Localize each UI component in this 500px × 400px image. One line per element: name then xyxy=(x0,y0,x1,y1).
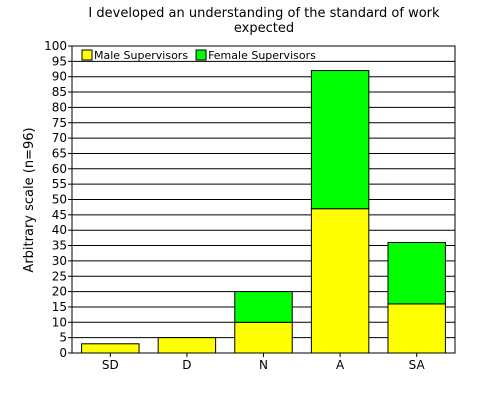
bar-segment-n xyxy=(234,321,293,354)
legend-label: Male Supervisors xyxy=(94,49,188,62)
bar-segment-a xyxy=(310,70,370,210)
legend: Male Supervisors Female Supervisors xyxy=(81,49,316,62)
grid-lines xyxy=(72,45,455,354)
y-tick-label: 10 xyxy=(52,315,67,329)
legend-swatch xyxy=(195,49,207,61)
y-tick-label: 65 xyxy=(52,146,67,160)
bar-segment-sa xyxy=(387,303,446,354)
y-tick-label: 0 xyxy=(59,346,67,360)
legend-label: Female Supervisors xyxy=(208,49,316,62)
bar-segment-sd xyxy=(81,343,140,354)
y-tick-label: 60 xyxy=(52,162,67,176)
y-tick-label: 85 xyxy=(52,85,67,99)
y-tick-label: 35 xyxy=(52,239,67,253)
x-tick-label: N xyxy=(259,358,268,372)
chart-title-line-2: expected xyxy=(234,21,294,36)
y-tick-label: 70 xyxy=(52,131,67,145)
y-tick-label: 40 xyxy=(52,223,67,237)
y-tick-label: 20 xyxy=(52,285,67,299)
y-tick-label: 100 xyxy=(44,39,67,53)
y-axis-label: Arbitrary scale (n=96) xyxy=(22,127,37,272)
y-tick-label: 30 xyxy=(52,254,67,268)
y-tick-label: 75 xyxy=(52,116,67,130)
y-tick-label: 90 xyxy=(52,70,67,84)
x-tick-label: SD xyxy=(102,358,119,372)
y-tick-label: 15 xyxy=(52,300,67,314)
bar-segment-n xyxy=(234,291,293,323)
bar-segment-sa xyxy=(387,241,446,305)
y-tick-label: 50 xyxy=(52,193,67,207)
bar-segment-d xyxy=(157,337,217,354)
chart-title-line-1: I developed an understanding of the stan… xyxy=(88,6,440,21)
legend-swatch xyxy=(81,49,93,61)
y-tick-label: 55 xyxy=(52,177,67,191)
x-tick-label: D xyxy=(182,358,191,372)
y-tick-label: 25 xyxy=(52,269,67,283)
bar-segment-a xyxy=(310,208,370,354)
y-tick-label: 5 xyxy=(59,331,67,345)
y-tick-label: 45 xyxy=(52,208,67,222)
x-tick-label: SA xyxy=(409,358,426,372)
plot-frame xyxy=(71,45,456,354)
y-tick-label: 95 xyxy=(52,54,67,68)
x-tick-label: A xyxy=(336,358,345,372)
x-tick-labels: SD D N A SA xyxy=(102,353,426,372)
y-tick-label: 80 xyxy=(52,100,67,114)
bars xyxy=(81,70,446,354)
